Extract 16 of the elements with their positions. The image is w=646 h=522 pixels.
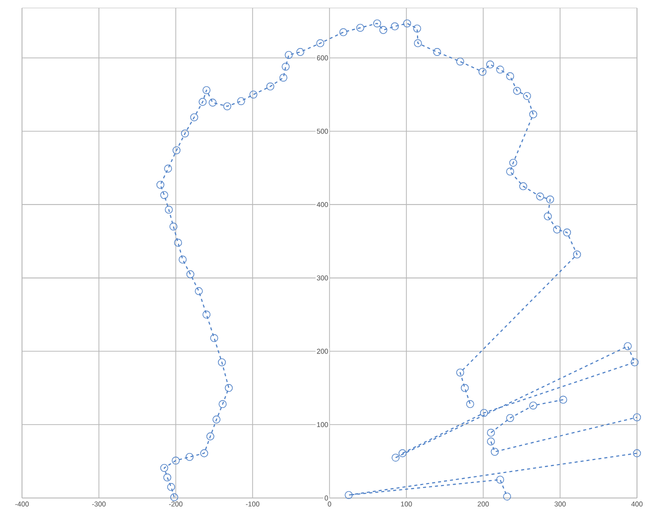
point — [486, 428, 495, 437]
point — [559, 396, 568, 404]
point — [633, 449, 641, 458]
point — [392, 454, 400, 462]
point — [490, 448, 499, 456]
point — [503, 492, 512, 500]
point — [496, 476, 504, 484]
point — [398, 449, 406, 458]
point — [633, 413, 641, 422]
point — [480, 408, 488, 417]
point — [630, 358, 639, 366]
point — [506, 414, 514, 422]
point — [344, 491, 353, 499]
point — [624, 342, 632, 350]
point — [529, 402, 538, 410]
point — [486, 438, 495, 446]
